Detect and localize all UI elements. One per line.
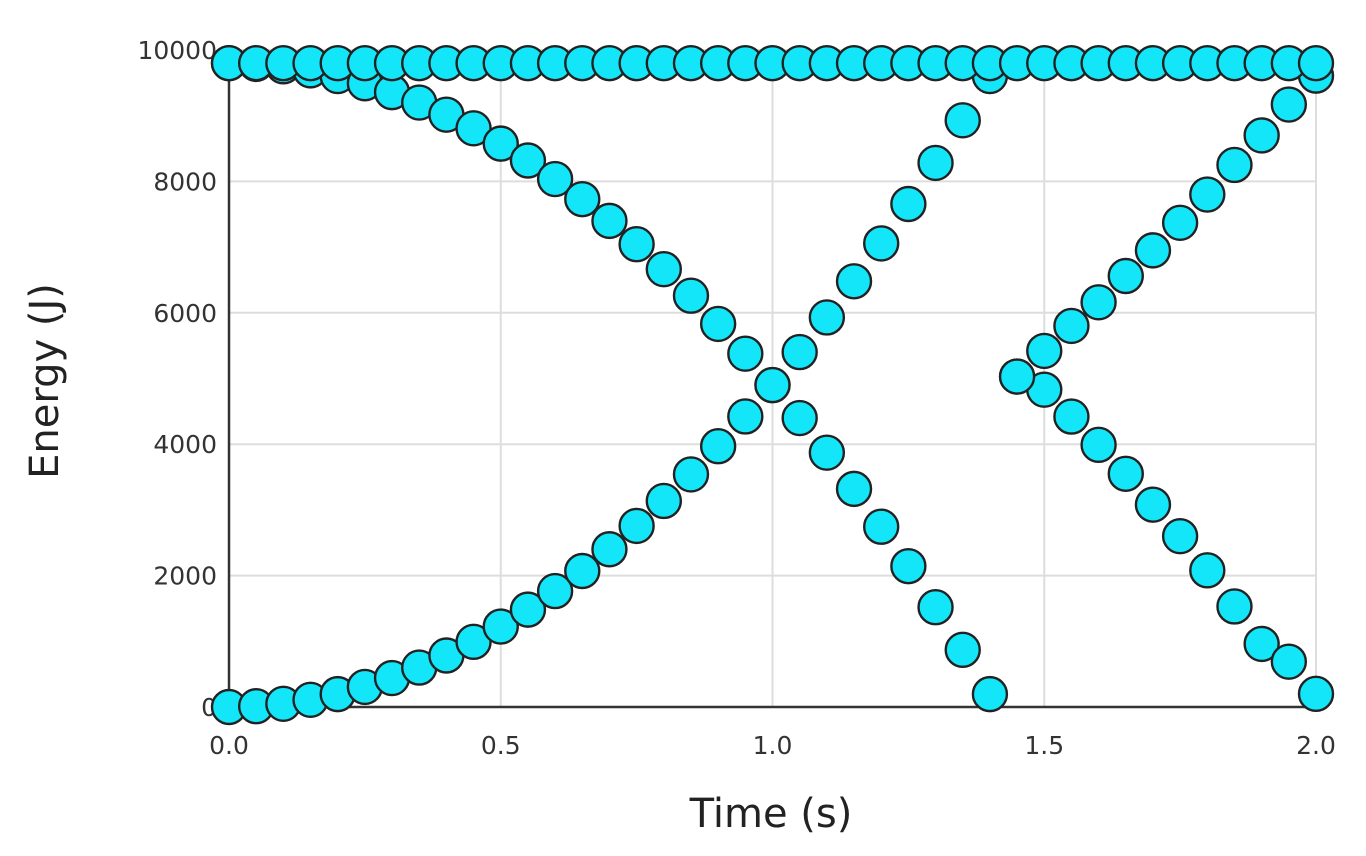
data-point xyxy=(781,399,818,437)
axes xyxy=(227,50,1316,709)
data-point xyxy=(944,631,981,669)
data-point xyxy=(1189,176,1226,213)
x-tick-label: 1.0 xyxy=(753,731,793,760)
series-3 xyxy=(210,44,1335,82)
data-point xyxy=(1161,517,1199,555)
x-tick-label: 1.5 xyxy=(1024,731,1064,760)
data-point xyxy=(482,608,519,645)
data-point xyxy=(672,456,710,493)
data-point xyxy=(971,675,1009,713)
data-point xyxy=(618,226,655,263)
data-point xyxy=(699,305,737,343)
data-point xyxy=(1243,625,1280,663)
data-point xyxy=(536,572,574,610)
data-point xyxy=(1270,643,1308,680)
y-tick-label: 8000 xyxy=(153,167,217,196)
data-point xyxy=(564,180,601,218)
data-point xyxy=(455,110,492,147)
data-point xyxy=(1053,307,1090,345)
data-point xyxy=(509,591,547,628)
data-point xyxy=(917,589,954,626)
x-tick-label: 0.0 xyxy=(209,731,249,760)
data-point xyxy=(672,277,710,314)
data-point xyxy=(564,552,601,590)
data-point xyxy=(890,547,927,585)
data-point xyxy=(917,144,954,182)
data-point xyxy=(835,263,873,300)
data-point xyxy=(699,428,737,465)
data-point xyxy=(1297,44,1335,82)
data-point xyxy=(591,202,628,240)
data-point xyxy=(863,508,900,545)
data-point xyxy=(1243,117,1280,154)
data-point xyxy=(591,531,628,568)
data-point xyxy=(1026,332,1063,370)
data-point xyxy=(1297,675,1335,713)
x-tick-label: 2.0 xyxy=(1296,731,1336,760)
data-point xyxy=(645,482,682,520)
data-point xyxy=(455,623,492,661)
data-point xyxy=(1216,146,1253,184)
data-point xyxy=(754,366,791,404)
data-point xyxy=(482,125,519,162)
data-markers xyxy=(210,44,1335,726)
data-point xyxy=(944,102,981,139)
data-point xyxy=(645,250,682,288)
data-point xyxy=(1134,486,1172,523)
data-point xyxy=(1161,204,1199,241)
data-point xyxy=(1134,232,1172,269)
y-tick-label: 4000 xyxy=(153,430,217,459)
data-point xyxy=(1216,588,1253,625)
data-point xyxy=(808,434,846,471)
y-axis-title: Energy (J) xyxy=(22,283,68,479)
data-point xyxy=(1107,257,1144,295)
data-point xyxy=(835,470,873,508)
data-point xyxy=(863,225,900,262)
data-point xyxy=(1270,86,1308,123)
data-point xyxy=(727,335,764,372)
data-point xyxy=(1080,426,1117,464)
data-point xyxy=(727,398,764,435)
data-point xyxy=(808,299,846,336)
data-point xyxy=(781,333,818,371)
data-point xyxy=(536,160,574,198)
data-point xyxy=(1107,455,1144,492)
y-tick-label: 10000 xyxy=(137,36,217,65)
x-tick-label: 0.5 xyxy=(481,731,521,760)
data-point xyxy=(509,142,547,179)
data-point xyxy=(1189,552,1226,589)
y-tick-label: 2000 xyxy=(153,562,217,591)
data-point xyxy=(618,507,655,545)
data-point xyxy=(1080,284,1117,321)
y-tick-label: 6000 xyxy=(153,299,217,328)
data-point xyxy=(890,185,927,223)
x-axis-title: Time (s) xyxy=(689,791,853,837)
data-point xyxy=(998,358,1036,395)
data-point xyxy=(1053,398,1090,435)
